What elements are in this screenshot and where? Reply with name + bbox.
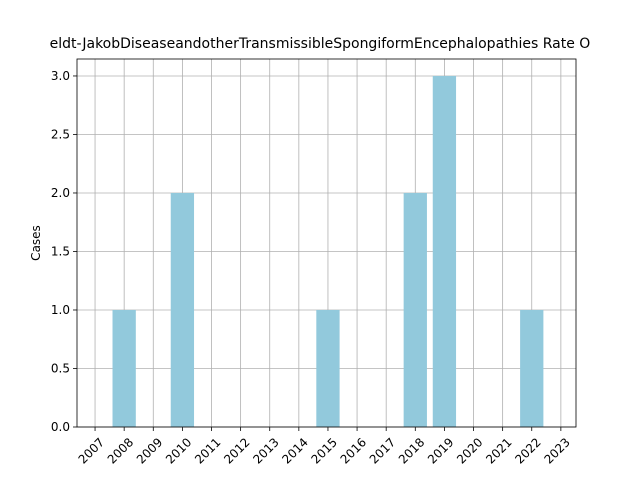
bar	[403, 192, 427, 427]
y-tick-label: 2.0	[51, 186, 70, 200]
x-tick-label: 2013	[250, 435, 281, 466]
bar	[112, 309, 136, 427]
x-tick-label: 2022	[512, 435, 543, 466]
y-tick-label: 1.5	[51, 244, 70, 258]
x-tick-label: 2018	[396, 435, 427, 466]
y-tick-label: 2.5	[51, 127, 70, 141]
x-tick-label: 2016	[338, 435, 369, 466]
bar	[432, 75, 457, 427]
x-tick-label: 2012	[221, 435, 252, 466]
bar	[170, 192, 195, 427]
x-tick-label: 2023	[541, 435, 572, 466]
x-tick-label: 2008	[105, 435, 136, 466]
x-tick-label: 2009	[134, 435, 165, 466]
y-tick-label: 0.5	[51, 361, 70, 375]
bar	[520, 309, 544, 427]
plot-frame	[76, 58, 577, 428]
x-tick-label: 2011	[192, 435, 223, 466]
x-tick-label: 2010	[163, 435, 194, 466]
x-tick-label: 2017	[367, 435, 398, 466]
y-tick-label: 3.0	[51, 69, 70, 83]
x-tick-label: 2014	[279, 435, 310, 466]
x-tick-label: 2019	[425, 435, 456, 466]
x-tick-label: 2021	[483, 435, 514, 466]
bar	[316, 309, 340, 427]
x-tick-label: 2015	[309, 435, 340, 466]
x-tick-label: 2020	[454, 435, 485, 466]
y-axis-label: Cases	[29, 225, 43, 261]
y-tick-label: 0.0	[51, 420, 70, 434]
x-tick-label: 2007	[76, 435, 107, 466]
chart-title: eldt-JakobDiseaseandotherTransmissibleSp…	[50, 36, 591, 52]
y-tick-label: 1.0	[51, 303, 70, 317]
